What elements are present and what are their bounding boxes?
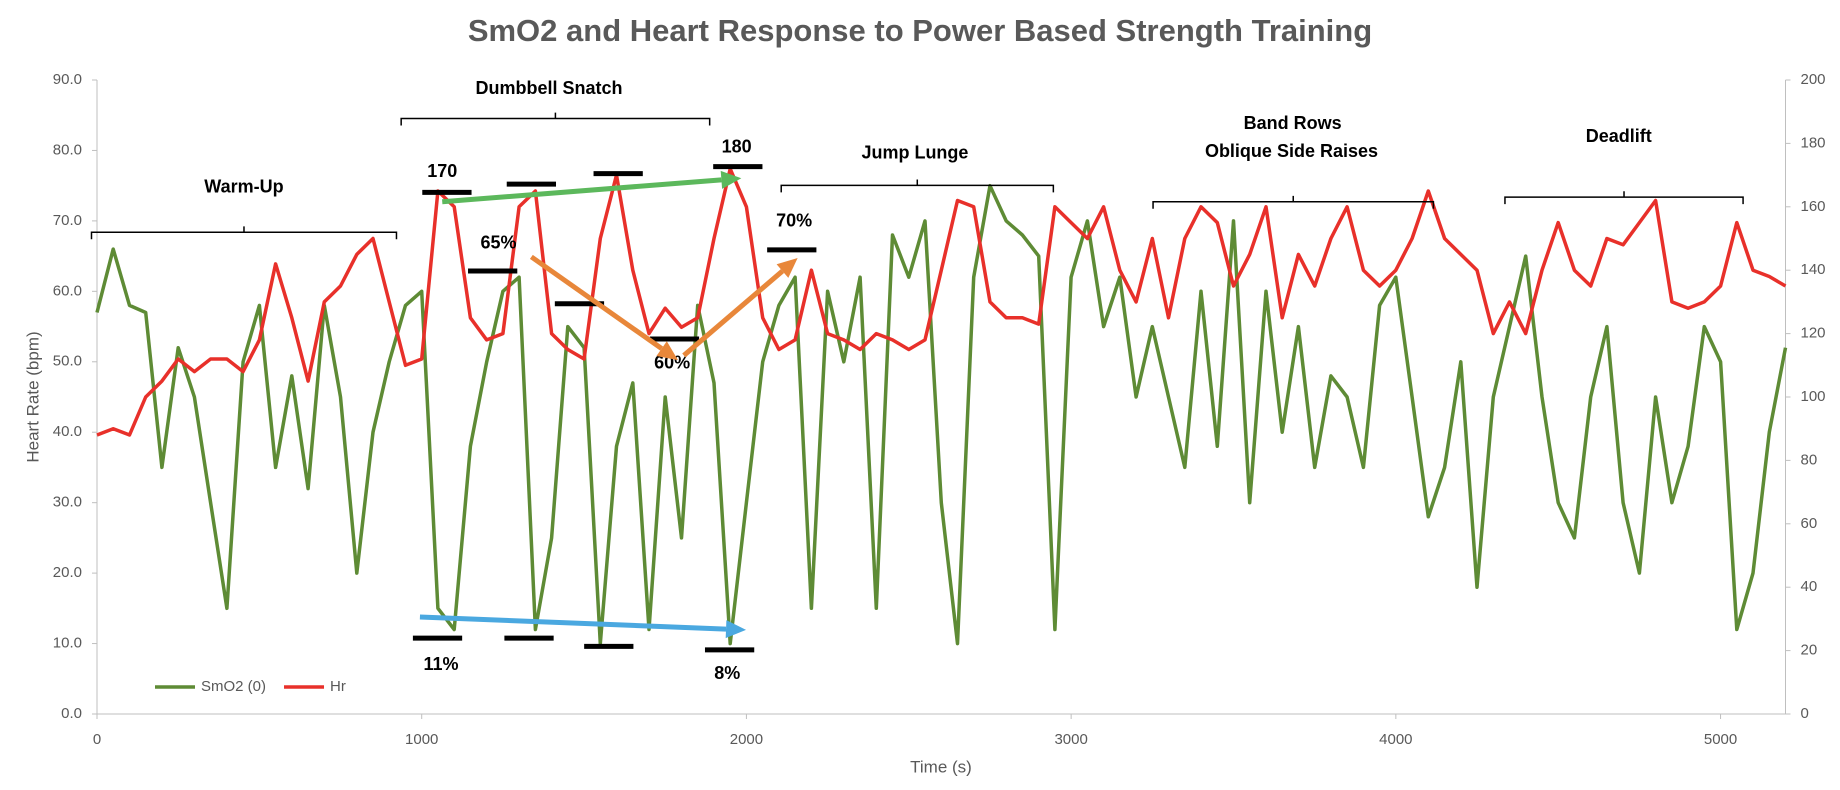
y-tick-label: 70.0 — [53, 212, 82, 229]
y-tick-label: 0.0 — [61, 705, 82, 722]
arrow-head — [720, 170, 742, 189]
y-tick-label: 20.0 — [53, 564, 82, 581]
y-tick-label: 90.0 — [53, 71, 82, 88]
bracket — [1504, 191, 1744, 205]
x-tick-label: 5000 — [1704, 731, 1737, 748]
y-tick-label: 30.0 — [53, 494, 82, 511]
annotation: 180 — [722, 137, 752, 157]
y2-tick-label: 40 — [1801, 578, 1818, 595]
annotation: 170 — [427, 161, 457, 181]
annotation: Dumbbell Snatch — [475, 78, 622, 98]
annotation: 65% — [481, 233, 517, 253]
trend-arrow — [682, 269, 785, 358]
y-tick-label: 10.0 — [53, 635, 82, 652]
y2-tick-label: 160 — [1801, 198, 1826, 215]
series-line — [95, 183, 1788, 646]
arrow-head — [656, 341, 678, 361]
bracket — [400, 112, 711, 126]
y-tick-label: 50.0 — [53, 353, 82, 370]
trend-arrow — [529, 254, 664, 351]
legend-label: Hr — [330, 678, 346, 695]
y-axis-title: Heart Rate (bpm) — [23, 331, 42, 462]
annotation: Jump Lunge — [861, 142, 968, 162]
y2-tick-label: 60 — [1801, 515, 1818, 532]
annotation: 60% — [654, 352, 690, 372]
arrow-head — [776, 258, 798, 278]
x-tick-label: 0 — [93, 731, 101, 748]
annotation: 8% — [714, 663, 740, 683]
bracket — [780, 179, 1055, 193]
y2-tick-label: 180 — [1801, 134, 1826, 151]
y-tick-label: 40.0 — [53, 423, 82, 440]
annotation: Band Rows — [1244, 113, 1342, 133]
x-tick-label: 4000 — [1379, 731, 1412, 748]
annotation: Warm-Up — [204, 176, 283, 196]
annotation: Oblique Side Raises — [1205, 141, 1378, 161]
bracket — [90, 226, 398, 240]
y2-tick-label: 0 — [1801, 705, 1809, 722]
y2-tick-label: 100 — [1801, 388, 1826, 405]
annotation: Deadlift — [1586, 126, 1652, 146]
y2-tick-label: 20 — [1801, 642, 1818, 659]
annotation: 70% — [776, 210, 812, 230]
arrow-head — [725, 620, 747, 639]
trend-arrow — [419, 614, 727, 632]
series-line — [96, 167, 1787, 437]
x-tick-label: 3000 — [1054, 731, 1087, 748]
chart-title: SmO2 and Heart Response to Power Based S… — [468, 13, 1372, 48]
x-axis-title: Time (s) — [910, 757, 972, 776]
y2-tick-label: 200 — [1801, 71, 1826, 88]
y-tick-label: 60.0 — [53, 282, 82, 299]
x-tick-label: 2000 — [730, 731, 763, 748]
y2-tick-label: 120 — [1801, 325, 1826, 342]
y2-tick-label: 140 — [1801, 261, 1826, 278]
bracket — [1152, 195, 1435, 209]
trend-arrow — [442, 177, 722, 205]
y-tick-label: 80.0 — [53, 141, 82, 158]
y2-tick-label: 80 — [1801, 451, 1818, 468]
x-tick-label: 1000 — [405, 731, 438, 748]
annotation: 11% — [424, 654, 459, 674]
legend-label: SmO2 (0) — [201, 678, 266, 695]
